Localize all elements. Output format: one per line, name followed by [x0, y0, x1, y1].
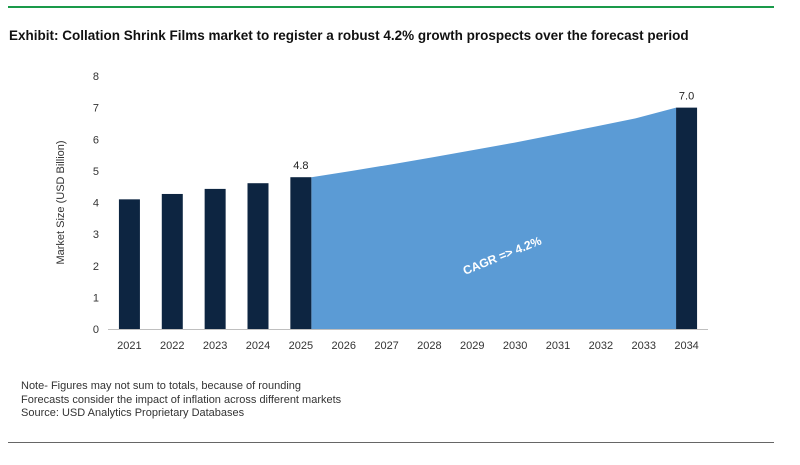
x-tick-label-2027: 2027: [374, 340, 398, 352]
notes: Note- Figures may not sum to totals, bec…: [21, 380, 341, 421]
y-tick-label-8: 8: [93, 71, 99, 83]
note-inflation: Forecasts consider the impact of inflati…: [21, 393, 342, 406]
bottom-rule: [8, 442, 774, 443]
x-tick-label-2031: 2031: [546, 340, 570, 352]
bar-2023: [204, 188, 226, 329]
x-tick-label-2026: 2026: [331, 340, 355, 352]
x-tick-label-2028: 2028: [417, 340, 441, 352]
y-axis-label: Market Size (USD Billion): [55, 140, 67, 264]
y-tick-label-2: 2: [93, 261, 99, 273]
forecast-area: [311, 107, 677, 329]
y-tick-label-3: 3: [93, 229, 99, 241]
x-tick-label-2022: 2022: [160, 340, 184, 352]
bar-2022: [161, 193, 183, 329]
y-tick-label-4: 4: [93, 198, 99, 210]
x-tick-label-2030: 2030: [503, 340, 527, 352]
bar-2024: [247, 183, 269, 329]
data-label-2034: 7.0: [679, 91, 694, 103]
x-tick-label-2029: 2029: [460, 340, 484, 352]
bar-2021: [118, 199, 140, 329]
bar-2034: [676, 107, 698, 329]
x-tick-label-2032: 2032: [589, 340, 613, 352]
x-tick-label-2023: 2023: [203, 340, 227, 352]
x-tick-label-2034: 2034: [674, 340, 698, 352]
x-tick-label-2033: 2033: [631, 340, 655, 352]
data-label-2025: 4.8: [293, 160, 308, 172]
chart-title: Exhibit: Collation Shrink Films market t…: [9, 28, 689, 43]
y-tick-label-0: 0: [93, 324, 99, 336]
top-rule: [8, 6, 774, 8]
y-tick-label-6: 6: [93, 134, 99, 146]
y-tick-label-5: 5: [93, 166, 99, 178]
bar-2025: [290, 177, 312, 329]
x-tick-label-2021: 2021: [117, 340, 141, 352]
y-tick-label-7: 7: [93, 103, 99, 115]
note-source: Source: USD Analytics Proprietary Databa…: [21, 407, 245, 419]
x-tick-label-2025: 2025: [289, 340, 313, 352]
y-tick-label-1: 1: [93, 292, 99, 304]
x-tick-label-2024: 2024: [246, 340, 270, 352]
note-rounding: Note- Figures may not sum to totals, bec…: [21, 380, 302, 392]
